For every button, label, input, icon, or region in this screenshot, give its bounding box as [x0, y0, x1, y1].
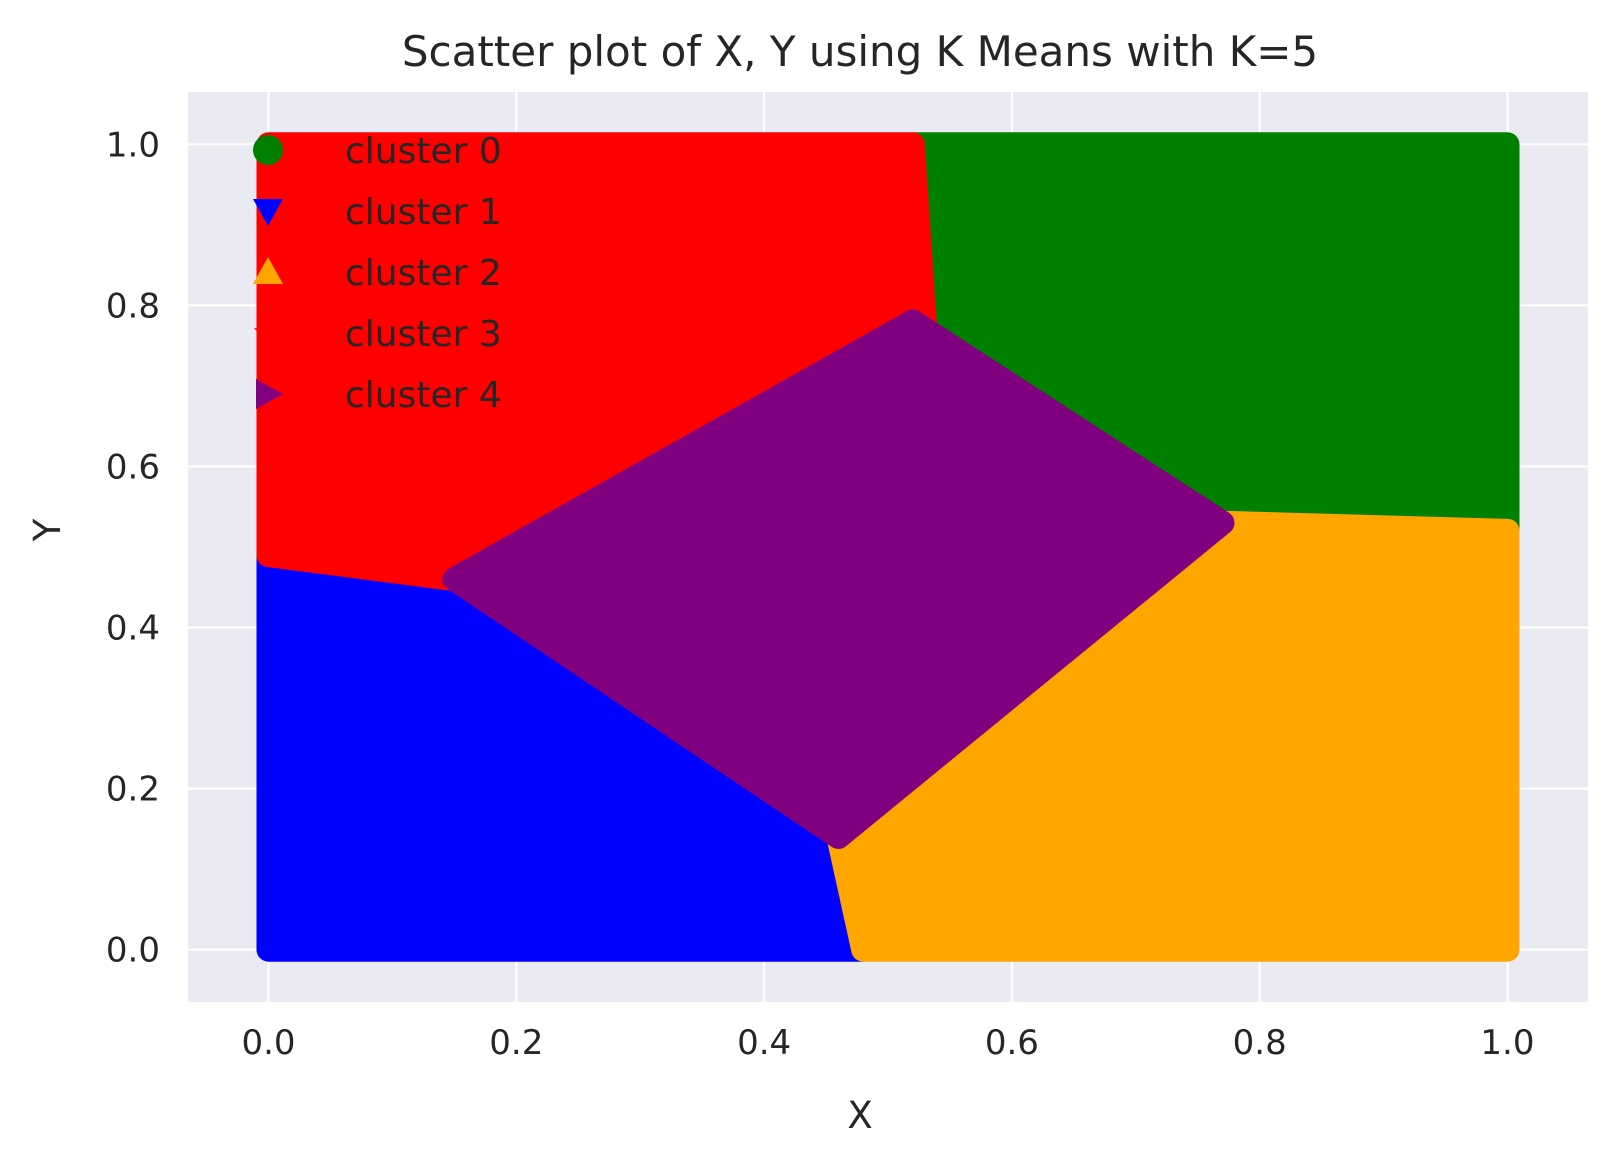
- x-axis-label: X: [847, 1094, 872, 1137]
- y-tick-label: 0.4: [106, 609, 160, 649]
- cluster-regions: [256, 132, 1520, 962]
- y-tick-label: 1.0: [106, 125, 160, 165]
- x-tick-label: 0.8: [1233, 1023, 1287, 1063]
- x-tick-label: 1.0: [1480, 1023, 1534, 1063]
- y-tick-label: 0.6: [106, 447, 160, 487]
- x-tick-label: 0.2: [489, 1023, 543, 1063]
- y-axis-ticks: 0.0 0.2 0.4 0.6 0.8 1.0: [106, 125, 160, 970]
- legend-label-cluster-1: cluster 1: [345, 192, 502, 233]
- x-tick-label: 0.4: [737, 1023, 791, 1063]
- legend-marker-cluster-4: [256, 379, 283, 409]
- legend-marker-cluster-1: [253, 199, 283, 226]
- chart-title: Scatter plot of X, Y using K Means with …: [402, 27, 1318, 76]
- legend-marker-cluster-0: [253, 135, 283, 165]
- y-tick-label: 0.2: [106, 770, 160, 810]
- x-tick-label: 0.0: [241, 1023, 295, 1063]
- legend: cluster 0 cluster 1 cluster 2 cluster 3 clus…: [253, 131, 502, 416]
- y-axis-label: Y: [26, 518, 69, 542]
- legend-label-cluster-0: cluster 0: [345, 131, 502, 172]
- y-tick-label: 0.8: [106, 286, 160, 326]
- legend-label-cluster-3: cluster 3: [345, 314, 502, 355]
- y-tick-label: 0.0: [106, 931, 160, 971]
- legend-label-cluster-2: cluster 2: [345, 253, 502, 294]
- legend-marker-cluster-3: [253, 318, 283, 346]
- x-axis-ticks: 0.0 0.2 0.4 0.6 0.8 1.0: [241, 1023, 1534, 1063]
- x-tick-label: 0.6: [985, 1023, 1039, 1063]
- cluster-4-points: [442, 309, 1235, 849]
- legend-marker-cluster-2: [253, 257, 283, 284]
- legend-label-cluster-4: cluster 4: [345, 375, 502, 416]
